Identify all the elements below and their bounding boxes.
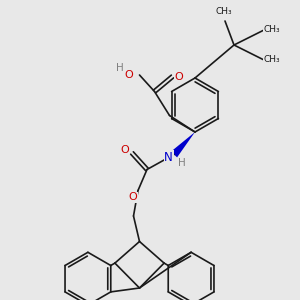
Text: N: N	[164, 151, 173, 164]
Text: O: O	[174, 71, 183, 82]
Text: H: H	[178, 158, 185, 169]
Text: CH₃: CH₃	[263, 26, 280, 34]
Polygon shape	[171, 132, 195, 158]
Text: H: H	[116, 62, 124, 73]
Text: O: O	[120, 145, 129, 155]
Text: CH₃: CH₃	[263, 56, 280, 64]
Text: O: O	[124, 70, 134, 80]
Text: O: O	[128, 192, 137, 202]
Text: CH₃: CH₃	[215, 8, 232, 16]
